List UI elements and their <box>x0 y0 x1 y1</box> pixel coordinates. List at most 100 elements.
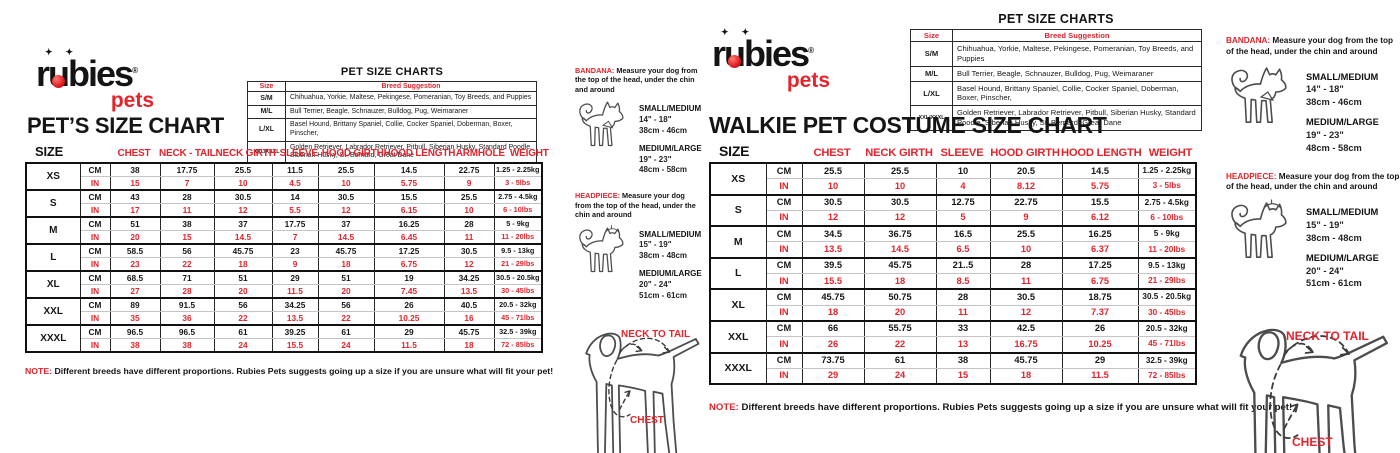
unit-cell: CM <box>765 288 803 306</box>
breed-list-cell: Bull Terrier, Beagle, Schnauzer, Bulldog… <box>285 104 537 120</box>
size-inches: 14" - 18" <box>639 115 672 125</box>
size-name: MEDIUM/LARGE <box>1306 117 1379 128</box>
size-row: IN 38 38 24 15.5 24 11.5 18 72 - 85lbs <box>26 338 543 353</box>
value-cell: 32.5 - 39kg <box>1137 351 1197 369</box>
value-cell: 6.15 <box>373 203 445 218</box>
breed-chart-title: PET SIZE CHARTS <box>340 66 444 78</box>
unit-cell: IN <box>79 230 111 245</box>
bandana-instructions: Measure your dog from the top of the hea… <box>575 66 698 94</box>
value-cell: 36 <box>159 311 215 326</box>
unit-cell: CM <box>79 216 111 231</box>
unit-cell: CM <box>79 270 111 285</box>
value-cell: 68.5 <box>109 270 161 285</box>
size-cell: XL <box>25 270 81 299</box>
size-cell: XS <box>709 162 767 196</box>
value-cell: 11 - 20lbs <box>493 230 543 245</box>
unit-cell: IN <box>79 176 111 191</box>
value-cell: 10.25 <box>373 311 445 326</box>
size-inches: 20" - 24" <box>639 279 672 289</box>
value-cell: 18 <box>801 304 865 322</box>
value-cell: 17.75 <box>271 216 319 231</box>
value-cell: 7.37 <box>1061 304 1139 322</box>
bandana-size-row: SMALL/MEDIUM 14" - 18" 38cm - 46cm MEDIUM/… <box>1226 63 1400 162</box>
unit-cell: IN <box>765 241 803 259</box>
measuring-guide-right: BANDANA: Measure your dog from the top o… <box>1226 36 1400 453</box>
value-cell: 7.45 <box>373 284 445 299</box>
value-cell: 8.5 <box>935 273 991 290</box>
value-cell: 25.5 <box>443 189 495 204</box>
size-name: MEDIUM/LARGE <box>1306 252 1379 263</box>
value-cell: 56 <box>159 243 215 258</box>
breed-size-cell: M/L <box>247 104 286 120</box>
unit-cell: CM <box>79 297 111 312</box>
headpiece-dog-illustration <box>575 224 639 281</box>
breed-row: S/M Chihuahua, Yorkie, Maltese, Pekingese… <box>247 91 537 106</box>
breed-suggestion-chart: PET SIZE CHARTS Size Breed Suggestion S/M C… <box>247 66 537 164</box>
value-cell: 61 <box>317 324 375 339</box>
size-row: IN 20 15 14.5 7 14.5 6.45 11 11 - 20lbs <box>26 230 543 245</box>
size-cell: XL <box>709 288 767 322</box>
value-cell: 20 <box>109 230 161 245</box>
size-row: XXXL CM 96.5 96.5 61 39.25 61 29 45.75 32.5 - 39k… <box>25 324 543 353</box>
value-cell: 14 <box>271 189 319 204</box>
breed-size-cell: S/M <box>247 91 286 106</box>
size-row: IN 23 22 18 9 18 6.75 12 21 - 29lbs <box>26 257 543 272</box>
value-cell: 6.45 <box>373 230 445 245</box>
headpiece-size-row: SMALL/MEDIUM 15" - 19" 38cm - 48cm MEDIUM/… <box>575 224 703 309</box>
value-cell: 11 <box>159 203 215 218</box>
value-cell: 29 <box>373 324 445 339</box>
walkie-chart-title: WALKIE PET COSTUME SIZE CHART <box>709 112 1107 138</box>
column-header: NECK GIRTH <box>215 148 276 159</box>
value-cell: 6.75 <box>1061 273 1139 290</box>
value-cell: 37 <box>317 216 375 231</box>
value-cell: 20 <box>213 284 273 299</box>
size-row: XXL CM 89 91.5 56 34.25 56 26 40.5 20.5 - 32kg <box>25 297 543 326</box>
value-cell: 58.5 <box>109 243 161 258</box>
value-cell: 9.5 - 13kg <box>1137 256 1197 275</box>
breed-row: L/XL Basel Hound, Brittany Spaniel, Colli… <box>247 118 537 142</box>
column-header: HOOD GIRTH <box>321 148 384 159</box>
value-cell: 12 <box>863 209 937 227</box>
value-cell: 45.75 <box>989 351 1063 369</box>
size-cell: L <box>25 243 81 272</box>
sparkle-icon: ✦ <box>65 47 72 57</box>
value-cell: 10 <box>935 162 991 180</box>
logo-wordmark: ru ✦ ✦ bies® <box>36 48 158 92</box>
value-cell: 34.25 <box>443 270 495 285</box>
size-name: SMALL/MEDIUM <box>1306 207 1379 218</box>
breed-size-cell: XXL/XXXL <box>910 105 953 132</box>
bandana-guide: BANDANA: Measure your dog from the top o… <box>1226 36 1400 58</box>
size-cm: 38cm - 48cm <box>1306 232 1362 243</box>
value-cell: 15.5 <box>801 273 865 290</box>
headpiece-guide: HEADPIECE: Measure your dog from the top… <box>1226 172 1400 194</box>
value-cell: 25.5 <box>989 225 1063 243</box>
size-name: SMALL/MEDIUM <box>639 229 702 239</box>
value-cell: 7 <box>271 230 319 245</box>
value-cell: 30.5 <box>989 288 1063 306</box>
value-cell: 24 <box>213 338 273 353</box>
value-cell: 22 <box>863 336 937 354</box>
value-cell: 12 <box>317 203 375 218</box>
size-row: IN 29 24 15 18 11.5 72 - 85lbs <box>710 367 1197 385</box>
size-inches: 15" - 19" <box>1306 220 1344 231</box>
value-cell: 38 <box>159 216 215 231</box>
value-cell: 96.5 <box>159 324 215 339</box>
unit-cell: IN <box>79 284 111 299</box>
size-table-header-row: SIZE CHEST NECK - TAIL NECK GIRTH SLEEVE HOOD… <box>25 144 553 162</box>
value-cell: 22 <box>317 311 375 326</box>
value-cell: 20.5 - 32kg <box>1137 319 1197 338</box>
value-cell: 5.5 <box>271 203 319 218</box>
measuring-guide-left: BANDANA: Measure your dog from the top o… <box>575 66 703 453</box>
size-cell: S <box>25 189 81 218</box>
sparkle-icon: ✦ <box>45 47 52 57</box>
size-cm: 38cm - 48cm <box>639 251 688 261</box>
value-cell: 15 <box>109 176 161 191</box>
breed-list-cell: Chihuahua, Yorkie, Maltese, Pekingese, P… <box>285 91 537 106</box>
size-cm: 51cm - 61cm <box>639 290 688 300</box>
value-cell: 16.75 <box>989 336 1063 354</box>
value-cell: 17.25 <box>373 243 445 258</box>
sparkle-icon: ✦ <box>721 27 728 37</box>
value-cell: 2.75 - 4.5kg <box>493 189 543 204</box>
value-cell: 51 <box>109 216 161 231</box>
value-cell: 2.75 - 4.5kg <box>1137 193 1197 211</box>
